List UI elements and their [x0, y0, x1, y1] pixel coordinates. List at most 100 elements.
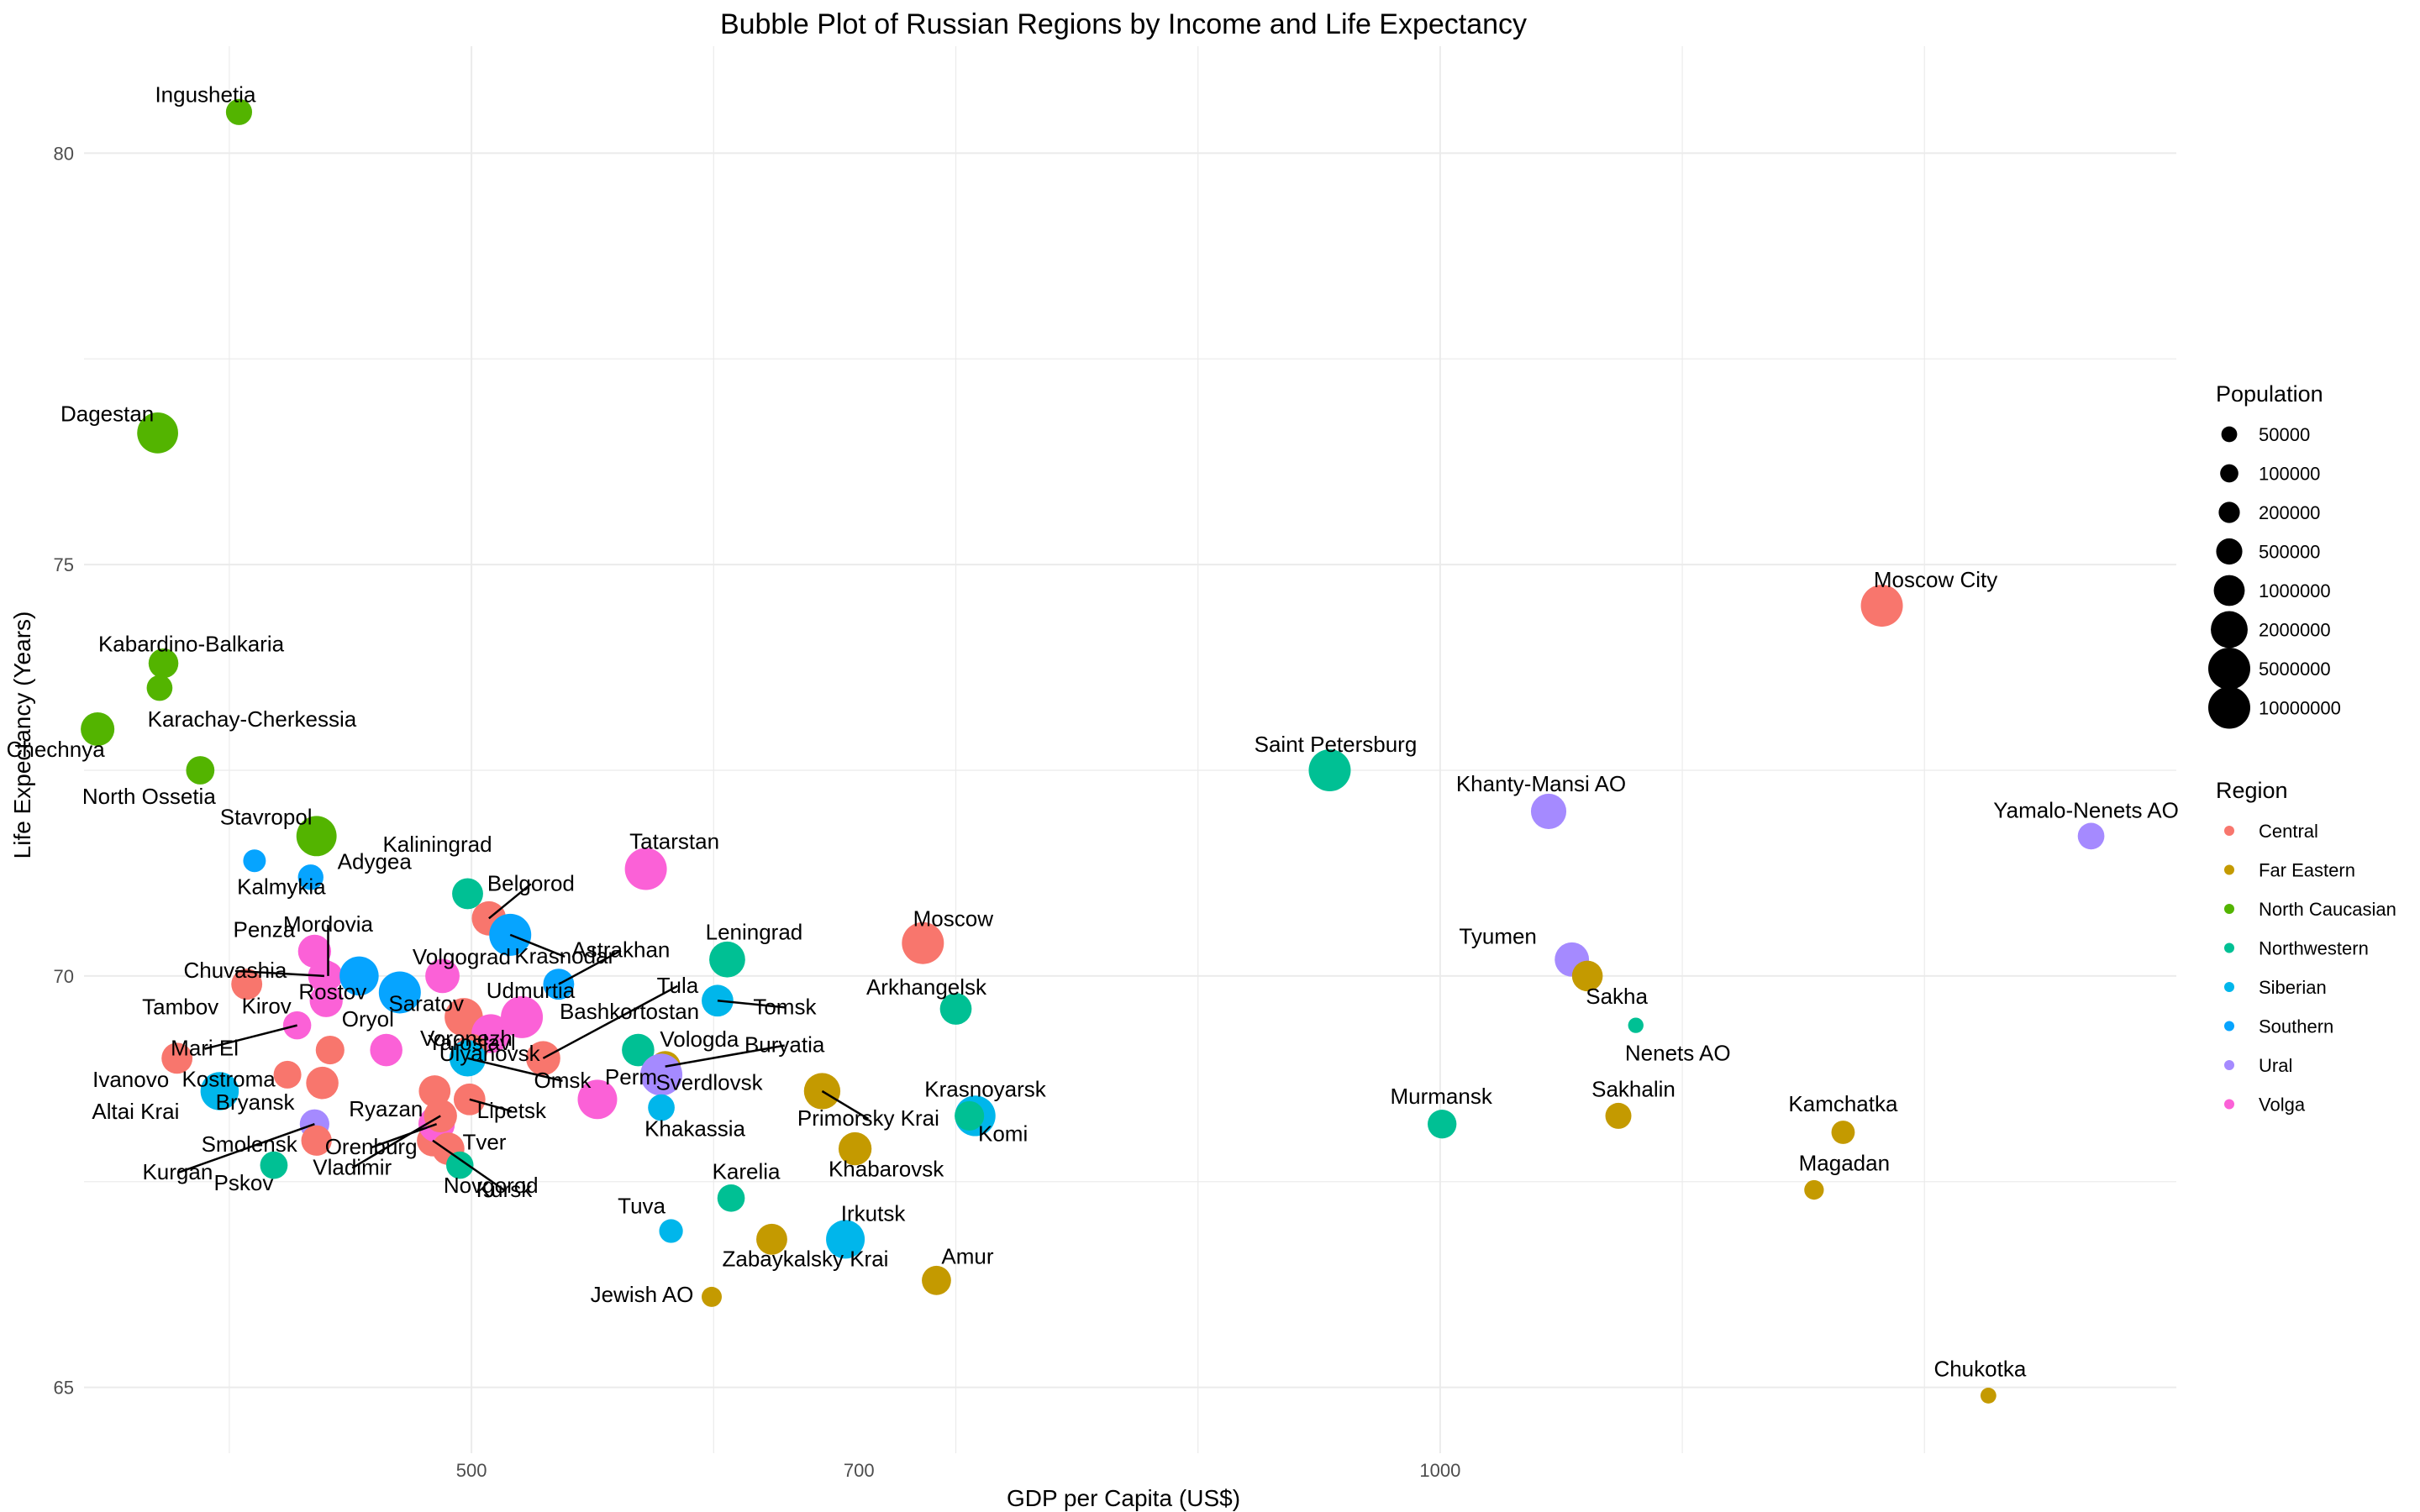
point-khabarovsk	[838, 1131, 872, 1166]
color-legend-key	[2224, 904, 2234, 914]
color-legend-key	[2224, 942, 2234, 953]
label-jewish-ao: Jewish AO	[591, 1282, 694, 1307]
point-stavropol	[296, 816, 337, 857]
point-leningrad	[709, 941, 745, 978]
label-tver: Tver	[462, 1130, 506, 1155]
size-legend-key	[2208, 648, 2250, 690]
point-penza	[297, 934, 332, 969]
y-tick-label: 80	[54, 143, 74, 164]
color-legend-label: Central	[2259, 821, 2318, 842]
label-mordovia: Mordovia	[283, 911, 373, 937]
label-karachay-cherkessia: Karachay-Cherkessia	[148, 706, 357, 732]
point-moscow-city	[1860, 585, 1903, 627]
label-ingushetia: Ingushetia	[155, 81, 256, 107]
label-ivanovo: Ivanovo	[92, 1067, 169, 1092]
point-tambov	[231, 969, 263, 1000]
label-udmurtia: Udmurtia	[487, 978, 576, 1003]
leader-astrakhan	[558, 949, 622, 985]
label-kaliningrad: Kaliningrad	[382, 832, 492, 857]
label-leaders	[176, 883, 870, 1191]
color-legend-key	[2224, 826, 2234, 836]
leader-lipetsk	[469, 1098, 513, 1113]
y-axis-title: Life Expectancy (Years)	[9, 612, 35, 859]
size-legend: 50000 100000 200000 500000 1000000 2000000 500…	[2208, 424, 2341, 729]
label-ulyanovsk: Ulyanovsk	[439, 1041, 541, 1066]
label-tula: Tula	[657, 973, 699, 998]
size-legend-label: 1000000	[2259, 580, 2331, 601]
point-khakassia	[648, 1094, 675, 1121]
label-north-ossetia: North Ossetia	[82, 784, 216, 809]
label-kostroma: Kostroma	[182, 1066, 276, 1091]
point-magadan	[1804, 1179, 1824, 1200]
point-karachay-cherkessia	[146, 675, 173, 701]
label-kalmykia: Kalmykia	[237, 874, 326, 900]
label-krasnodar: Krasnodar	[514, 943, 615, 969]
size-legend-label: 500000	[2259, 542, 2320, 563]
point-ingushetia	[225, 98, 253, 125]
point-lipetsk	[453, 1083, 486, 1116]
point-altai-krai	[200, 1072, 239, 1110]
label-chechnya: Chechnya	[7, 737, 106, 762]
size-legend-label: 2000000	[2259, 620, 2331, 641]
label-tambov: Tambov	[142, 995, 218, 1020]
point-kamchatka	[1831, 1121, 1855, 1144]
label-novgorod: Novgorod	[444, 1173, 539, 1198]
point-udmurtia	[425, 958, 460, 994]
leader-chuvashia	[234, 969, 324, 978]
color-legend-key	[2224, 1060, 2234, 1070]
size-legend-key	[2216, 538, 2243, 565]
size-legend-label: 10000000	[2259, 698, 2341, 719]
leader-mari-el	[204, 1024, 297, 1050]
label-zabaykalsky-krai: Zabaykalsky Krai	[722, 1246, 888, 1271]
label-tyumen: Tyumen	[1459, 923, 1537, 948]
axis-tick-labels: 500 700 1000 65 70 75 80	[54, 143, 1461, 1481]
point-khanty-mansi-ao	[1530, 793, 1567, 830]
leader-orenburg	[371, 1123, 438, 1149]
size-legend-key	[2221, 426, 2238, 443]
point-labels: Ingushetia Dagestan Kabardino-Balkaria Kara…	[7, 81, 2179, 1381]
label-kabardino-balkaria: Kabardino-Balkaria	[98, 632, 285, 657]
point-bryansk	[306, 1066, 339, 1100]
label-belgorod: Belgorod	[487, 870, 575, 895]
point-amur	[922, 1265, 951, 1295]
label-saratov: Saratov	[388, 990, 464, 1016]
label-buryatia: Buryatia	[744, 1032, 825, 1058]
y-tick-label: 65	[54, 1378, 74, 1399]
label-vologda: Vologda	[660, 1026, 739, 1052]
point-komi	[955, 1100, 985, 1131]
label-saint-petersburg: Saint Petersburg	[1255, 732, 1418, 757]
label-primorsky-krai: Primorsky Krai	[797, 1105, 939, 1131]
x-tick-label: 500	[456, 1460, 487, 1481]
label-sakhalin: Sakhalin	[1591, 1076, 1676, 1101]
label-smolensk: Smolensk	[202, 1131, 298, 1157]
label-penza: Penza	[233, 916, 295, 942]
label-mari-el: Mari El	[171, 1036, 239, 1061]
point-arkhangelsk	[939, 993, 972, 1025]
label-omsk: Omsk	[534, 1068, 592, 1093]
label-krasnoyarsk: Krasnoyarsk	[924, 1076, 1046, 1101]
leader-belgorod	[488, 883, 532, 920]
label-kursk: Kursk	[476, 1177, 533, 1202]
grid	[84, 46, 2176, 1453]
color-legend-label: Northwestern	[2259, 938, 2369, 959]
label-ryazan: Ryazan	[349, 1096, 423, 1121]
data-points	[81, 98, 2105, 1404]
label-karelia: Karelia	[713, 1158, 781, 1184]
leader-krasnodar	[509, 933, 566, 958]
x-tick-label: 1000	[1419, 1460, 1460, 1481]
label-kamchatka: Kamchatka	[1788, 1091, 1898, 1116]
label-volgograd: Volgograd	[413, 944, 511, 969]
label-tuva: Tuva	[618, 1194, 666, 1219]
label-lipetsk: Lipetsk	[477, 1098, 547, 1123]
point-kalmykia	[243, 849, 266, 873]
label-stavropol: Stavropol	[220, 804, 313, 829]
point-adygea	[297, 864, 324, 890]
label-sakha: Sakha	[1586, 984, 1648, 1009]
point-ryazan	[418, 1075, 451, 1107]
label-bashkortostan: Bashkortostan	[560, 999, 699, 1024]
leader-kurgan	[176, 1123, 315, 1174]
color-legend-key	[2224, 982, 2234, 992]
label-pskov: Pskov	[214, 1170, 274, 1195]
point-pskov	[260, 1151, 288, 1179]
leader-tomsk	[717, 1000, 786, 1009]
